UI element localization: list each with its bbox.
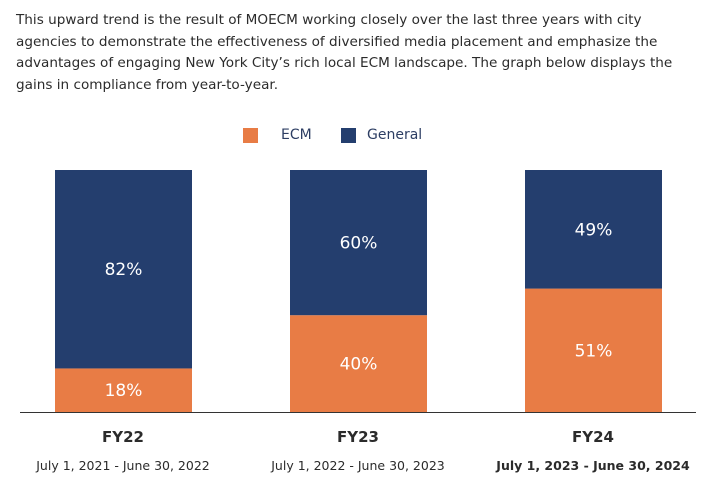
date-range-fy24: July 1, 2023 - June 30, 2024 (496, 458, 690, 473)
legend-swatch-general (341, 128, 356, 143)
legend-swatch-ecm (243, 128, 258, 143)
data-label-general-fy24: 49% (575, 220, 613, 240)
bar-general-fy24 (525, 170, 662, 289)
data-label-ecm-fy22: 18% (105, 381, 143, 401)
chart-legend: ECM General (0, 126, 716, 146)
bar-ecm-fy22 (55, 368, 192, 412)
data-label-general-fy23: 60% (340, 234, 378, 254)
legend-label-general: General (367, 127, 423, 143)
bar-general-fy22 (55, 170, 192, 369)
date-range-fy22: July 1, 2021 - June 30, 2022 (36, 458, 210, 473)
bar-general-fy23 (290, 170, 427, 316)
category-label-fy22: FY22 (102, 428, 144, 446)
intro-paragraph: This upward trend is the result of MOECM… (16, 12, 673, 93)
category-label-fy23: FY23 (337, 428, 379, 446)
data-label-ecm-fy24: 51% (575, 341, 613, 361)
bar-ecm-fy24 (525, 288, 662, 412)
legend-label-ecm: ECM (281, 127, 312, 143)
category-label-fy24: FY24 (572, 428, 614, 446)
data-label-ecm-fy23: 40% (340, 355, 378, 375)
data-label-general-fy22: 82% (105, 260, 143, 280)
date-range-fy23: July 1, 2022 - June 30, 2023 (271, 458, 445, 473)
bar-ecm-fy23 (290, 315, 427, 412)
